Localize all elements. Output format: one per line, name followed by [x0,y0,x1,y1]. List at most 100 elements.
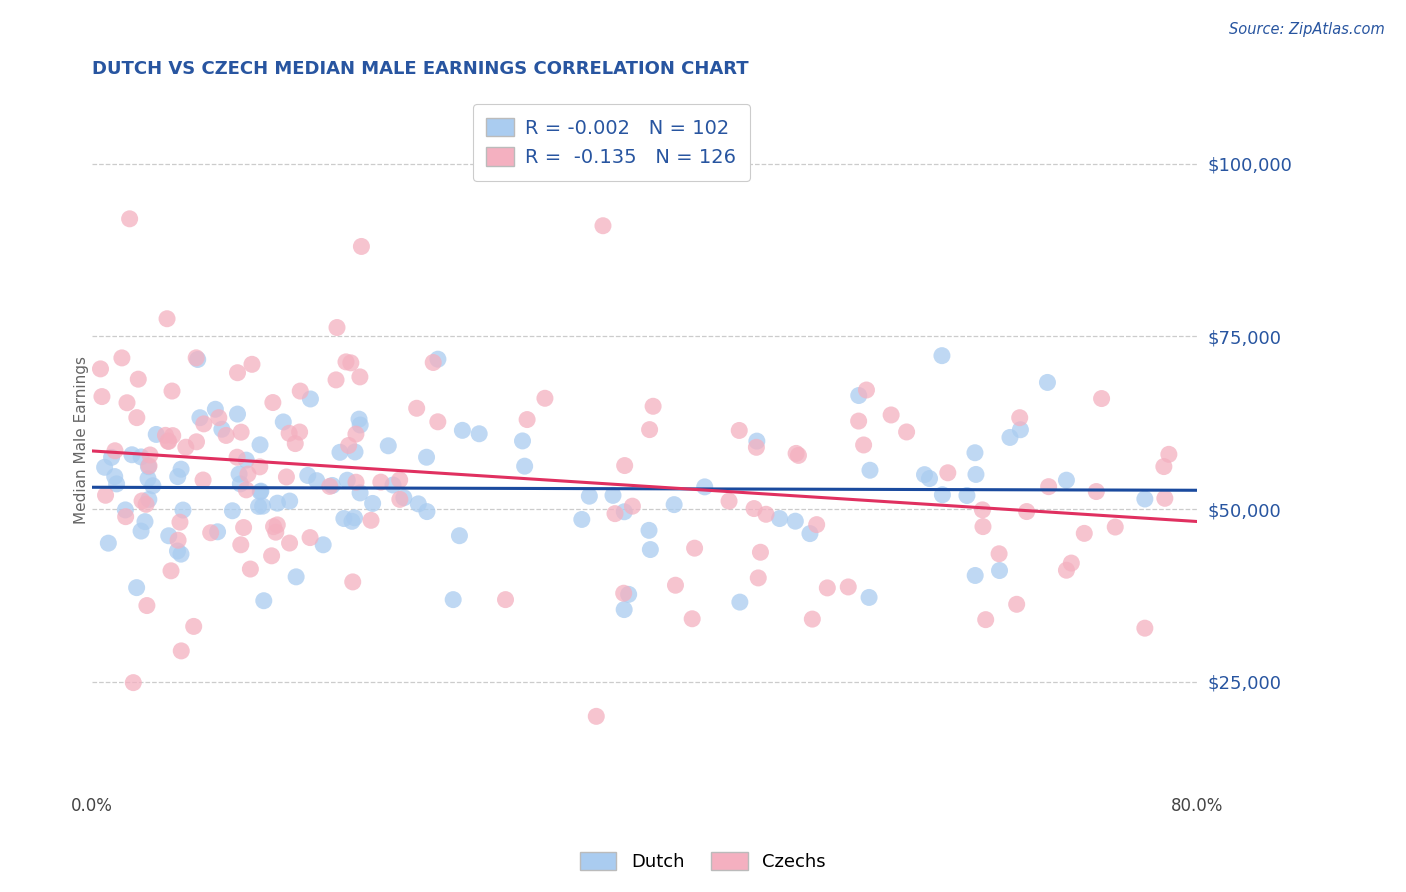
Point [1090,392,1112,406]
Point [193,417,215,431]
Point [664,578,686,592]
Point [349,486,371,500]
Point [683,541,706,556]
Point [643,399,665,413]
Point [172,503,194,517]
Point [747,571,769,585]
Y-axis label: Median Male Earnings: Median Male Earnings [73,356,89,524]
Point [578,489,600,503]
Point [855,383,877,397]
Point [392,491,415,505]
Point [90,390,112,404]
Point [787,449,810,463]
Point [1073,526,1095,541]
Point [174,440,197,454]
Point [125,410,148,425]
Point [718,494,741,508]
Point [468,426,491,441]
Point [1010,423,1032,437]
Point [343,445,366,459]
Point [377,439,399,453]
Point [249,459,271,474]
Point [215,428,238,442]
Point [166,544,188,558]
Point [1133,621,1156,635]
Point [513,459,536,474]
Point [160,564,183,578]
Point [104,469,127,483]
Point [249,484,271,499]
Point [136,472,159,486]
Point [135,497,157,511]
Point [333,511,356,525]
Point [972,519,994,533]
Point [914,467,936,482]
Point [785,446,807,460]
Point [613,505,636,519]
Point [278,494,301,508]
Point [290,384,312,398]
Point [252,499,274,513]
Point [335,355,357,369]
Point [276,470,298,484]
Point [749,545,772,559]
Point [640,542,662,557]
Point [135,599,157,613]
Point [405,401,427,416]
Point [186,434,208,449]
Point [806,517,828,532]
Point [988,547,1011,561]
Point [139,448,162,462]
Text: DUTCH VS CZECH MEDIAN MALE EARNINGS CORRELATION CHART: DUTCH VS CZECH MEDIAN MALE EARNINGS CORR… [93,60,749,78]
Point [229,425,252,439]
Point [170,547,193,561]
Point [325,373,347,387]
Point [284,436,307,450]
Point [1060,556,1083,570]
Point [240,357,263,371]
Point [344,427,367,442]
Point [142,479,165,493]
Point [226,450,249,465]
Point [742,501,765,516]
Point [186,351,208,365]
Point [848,388,870,402]
Point [236,467,259,481]
Point [388,492,411,507]
Point [183,619,205,633]
Point [204,402,226,417]
Point [299,392,322,406]
Point [617,587,640,601]
Point [138,459,160,474]
Point [207,524,229,539]
Point [157,529,180,543]
Point [662,498,685,512]
Point [745,440,768,454]
Point [235,453,257,467]
Point [104,443,127,458]
Point [592,219,614,233]
Point [571,512,593,526]
Point [340,514,363,528]
Point [127,372,149,386]
Point [118,211,141,226]
Point [965,568,987,582]
Point [728,595,751,609]
Point [1104,520,1126,534]
Point [516,412,538,426]
Point [408,497,430,511]
Point [156,434,179,449]
Point [441,592,464,607]
Point [837,580,859,594]
Point [156,311,179,326]
Point [1085,484,1108,499]
Point [859,463,882,477]
Point [1038,480,1060,494]
Point [621,499,644,513]
Point [388,473,411,487]
Point [1153,491,1175,506]
Text: Source: ZipAtlas.com: Source: ZipAtlas.com [1229,22,1385,37]
Point [250,484,273,499]
Point [297,468,319,483]
Point [235,483,257,497]
